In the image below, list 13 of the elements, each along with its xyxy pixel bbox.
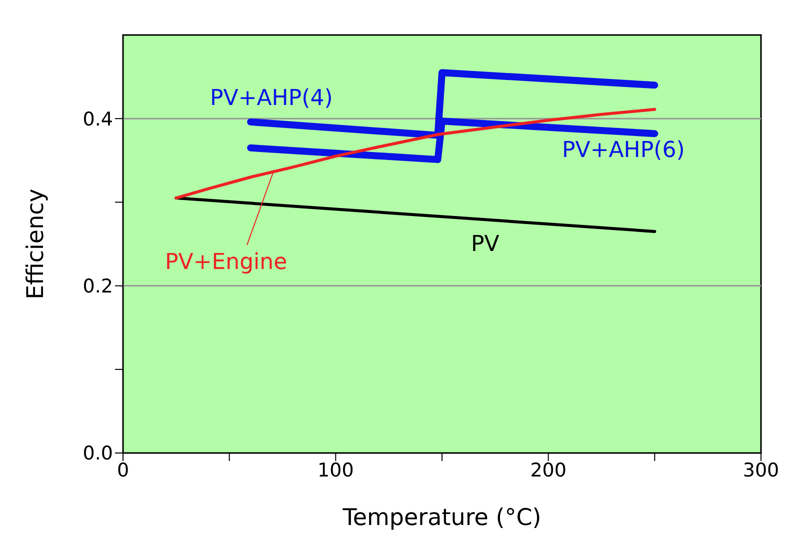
series-label: PV+AHP(6) [562, 138, 685, 163]
x-tick-label: 300 [742, 459, 780, 482]
y-tick-label: 0.0 [82, 442, 113, 465]
x-axis-title: Temperature (°C) [342, 505, 542, 531]
x-tick-label: 100 [318, 459, 354, 482]
x-tick-label: 0 [116, 459, 130, 482]
x-tick-label: 200 [530, 459, 566, 482]
y-tick-label: 0.2 [82, 276, 113, 298]
series-label: PV+AHP(4) [210, 86, 333, 111]
series-label: PV [471, 232, 500, 257]
text: PV+Engine [165, 250, 288, 275]
y-tick-label: 0.4 [82, 108, 113, 130]
y-axis-title: Efficiency [23, 188, 50, 300]
